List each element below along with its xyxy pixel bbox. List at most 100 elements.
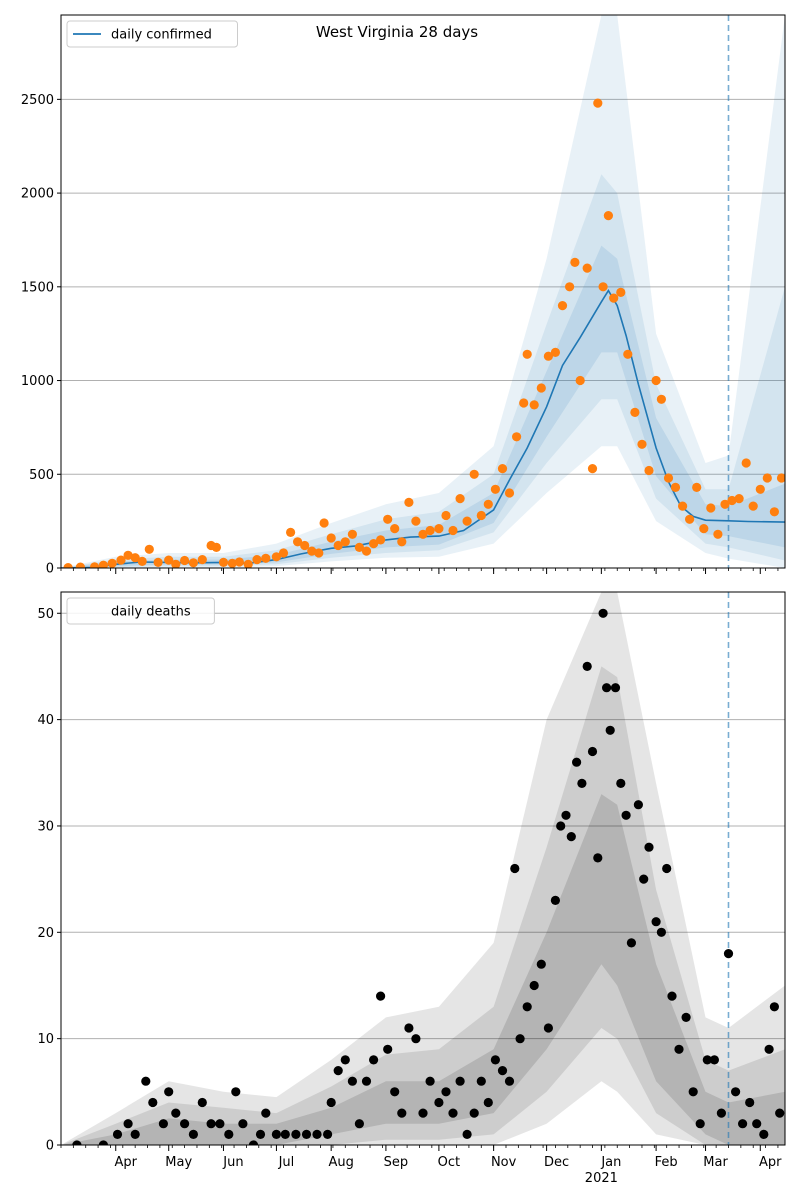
observed-point [188,558,198,568]
y-tick-label: 2500 [21,93,54,108]
observed-point [557,301,568,311]
observed-point [215,1119,225,1129]
x-tick-label: Dec [544,1155,569,1170]
observed-point [171,559,181,568]
x-tick-label: Nov [491,1155,517,1170]
observed-point [369,539,379,549]
observed-point [148,1097,158,1108]
observed-point [504,488,515,498]
observed-point [706,503,716,513]
observed-point [616,778,626,789]
legend-box [66,597,215,625]
observed-point [510,863,520,874]
deaths-panel: 0 10 20 30 40 50 Apr May Jun Jul Aug Sep Oct Nov Dec Ja… [37,591,786,1186]
observed-point [238,1119,248,1129]
observed-point [731,1087,741,1097]
observed-point [123,550,133,560]
observed-point [685,514,695,524]
observed-point [326,533,336,543]
band-middle [61,174,785,568]
observed-point [572,757,582,767]
observed-point [762,473,772,483]
observed-point [441,510,451,521]
observed-point [582,263,592,273]
observed-point [231,1087,241,1097]
observed-point [529,400,539,410]
observed-point [662,863,672,874]
observed-point [775,1108,785,1118]
observed-point [511,432,522,442]
observed-point [369,1055,379,1065]
observed-point [462,1129,472,1139]
observed-point [390,524,400,534]
observed-point [404,497,414,507]
observed-point [637,439,647,449]
observed-point [695,1119,705,1129]
observed-point [425,1076,435,1086]
observed-point [300,540,310,551]
observed-point [522,1002,532,1012]
x-tick-label: Apr [114,1155,137,1170]
observed-point [598,608,608,618]
observed-point [497,464,508,474]
observed-point [98,560,108,568]
observed-point [476,510,486,521]
x-tick-label: Apr [759,1155,782,1170]
observed-point [255,1129,266,1139]
observed-point [376,991,386,1001]
observed-point [141,1076,151,1086]
observed-point [130,553,140,563]
observed-point [713,529,723,539]
observed-point [603,211,614,221]
observed-point [630,407,640,417]
observed-point [397,537,407,547]
observed-point [227,558,237,568]
observed-point [716,1108,727,1118]
axes-frame [60,591,786,1146]
observed-point [441,1087,451,1097]
observed-point [610,683,621,693]
observed-point [425,525,435,536]
y-tick-label: 20 [37,926,54,941]
legend-box [66,20,238,48]
observed-point [63,563,73,568]
observed-point [411,516,421,526]
observed-point [536,959,546,969]
observed-point [340,1055,350,1065]
legend: daily deaths [66,597,215,625]
observed-point [536,383,546,393]
observed-point [609,293,619,303]
observed-point [587,464,598,474]
x-tick-label: Feb [655,1155,678,1170]
observed-point [776,473,785,483]
observed-point [556,821,566,831]
observed-point [644,465,654,476]
band-outer [61,592,785,1145]
observed-point [390,1087,400,1097]
observed-point [116,555,126,565]
observed-point [75,562,85,568]
observed-point [98,1140,108,1145]
observed-point [745,1097,755,1108]
y-tick-label: 0 [46,1139,54,1154]
plot-area [61,15,785,568]
observed-point [354,1119,364,1129]
observed-point [218,557,229,568]
observed-point [515,1034,525,1044]
observed-point [593,853,603,863]
observed-point [656,394,667,404]
observed-point [616,287,626,297]
observed-point [678,501,688,511]
observed-point [243,559,253,568]
observed-point [769,1002,780,1012]
observed-point [252,555,262,565]
observed-point [483,499,493,509]
observed-point [681,1012,691,1023]
observed-point [180,555,190,566]
observed-point [361,1076,372,1086]
observed-point [234,557,244,567]
legend-label: daily confirmed [111,28,212,43]
observed-point [543,1023,554,1033]
observed-point [164,555,174,565]
observed-point [418,529,428,539]
